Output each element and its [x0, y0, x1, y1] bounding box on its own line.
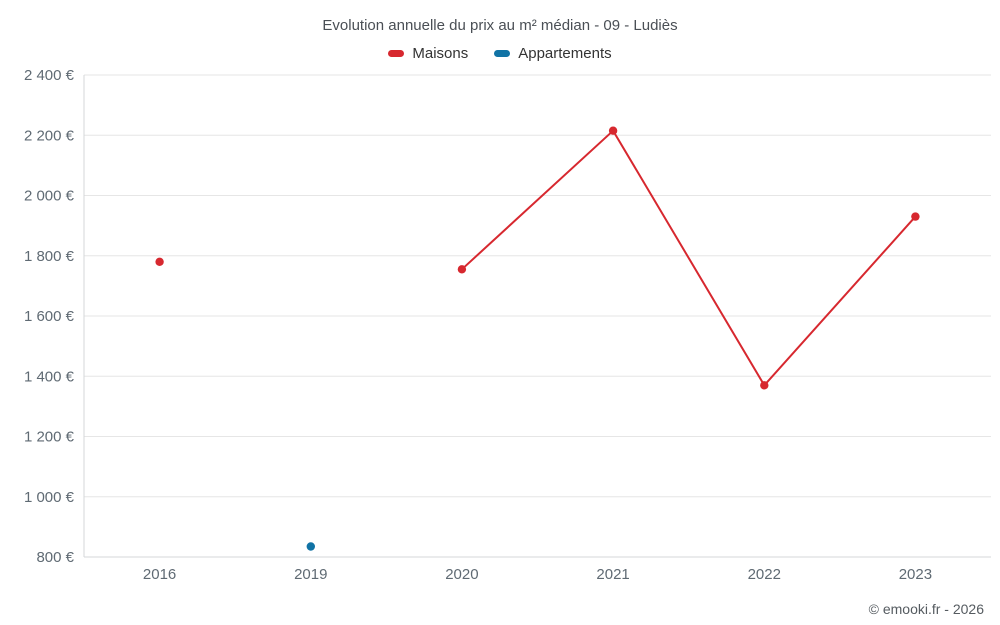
legend-item-maisons[interactable]: Maisons	[388, 45, 468, 62]
y-tick-label: 2 400 €	[24, 67, 75, 84]
y-tick-label: 2 000 €	[24, 188, 75, 205]
x-tick-label: 2016	[143, 566, 176, 583]
chart-legend: Maisons Appartements	[0, 45, 1000, 62]
x-tick-label: 2020	[445, 566, 478, 583]
y-tick-label: 1 800 €	[24, 248, 75, 265]
y-tick-label: 800 €	[36, 549, 74, 566]
y-tick-label: 1 000 €	[24, 489, 75, 506]
x-tick-label: 2019	[294, 566, 327, 583]
y-tick-label: 1 200 €	[24, 429, 75, 446]
point-maisons-2021[interactable]	[608, 126, 618, 135]
x-tick-label: 2023	[899, 566, 932, 583]
y-tick-label: 1 600 €	[24, 308, 75, 325]
chart-footer-credit: © emooki.fr - 2026	[868, 601, 984, 617]
legend-label-appartements: Appartements	[518, 45, 612, 62]
chart-title: Evolution annuelle du prix au m² médian …	[322, 17, 678, 34]
appartements-series-swatch-icon	[494, 50, 511, 57]
x-tick-label: 2022	[748, 566, 781, 583]
point-maisons-2020[interactable]	[457, 265, 467, 274]
y-tick-label: 1 400 €	[24, 368, 75, 385]
series-line-maisons	[460, 129, 917, 387]
point-maisons-2022[interactable]	[760, 381, 769, 390]
legend-label-maisons: Maisons	[412, 45, 469, 62]
point-appartements-2019[interactable]	[306, 542, 315, 551]
y-tick-label: 2 200 €	[24, 127, 75, 144]
point-maisons-2023[interactable]	[911, 212, 920, 221]
point-maisons-2016[interactable]	[155, 257, 164, 266]
x-tick-label: 2021	[596, 566, 629, 583]
maisons-series-swatch-icon	[388, 50, 405, 57]
legend-item-appartements[interactable]: Appartements	[494, 45, 612, 62]
